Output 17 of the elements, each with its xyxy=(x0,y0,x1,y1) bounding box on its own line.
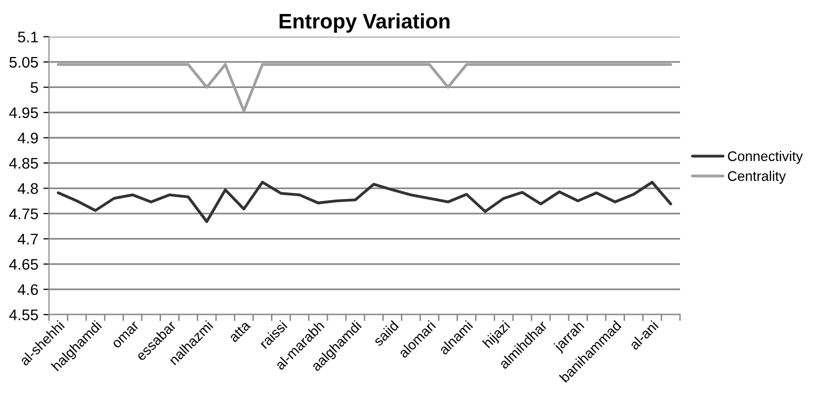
y-tick-label: 4.6 xyxy=(18,284,38,296)
y-tick-label: 5.1 xyxy=(18,32,38,42)
legend-label: Connectivity xyxy=(728,150,803,164)
y-tick-label: 5 xyxy=(30,82,38,93)
y-tick-label: 4.8 xyxy=(18,183,38,194)
chart-title: Entropy Variation xyxy=(280,13,450,33)
legend-label: Centrality xyxy=(728,170,786,184)
y-tick-label: 4.9 xyxy=(18,132,38,144)
y-tick-label: 4.65 xyxy=(9,258,38,270)
y-tick-label: 4.75 xyxy=(9,208,38,220)
y-tick-label: 4.85 xyxy=(9,158,38,169)
y-tick-label: 4.55 xyxy=(9,310,38,320)
x-tick-label: atta xyxy=(228,320,252,343)
y-tick-label: 4.7 xyxy=(18,234,38,244)
y-tick-label: 5.05 xyxy=(9,56,38,68)
line-series xyxy=(56,180,672,224)
y-tick-label: 4.95 xyxy=(9,107,38,118)
